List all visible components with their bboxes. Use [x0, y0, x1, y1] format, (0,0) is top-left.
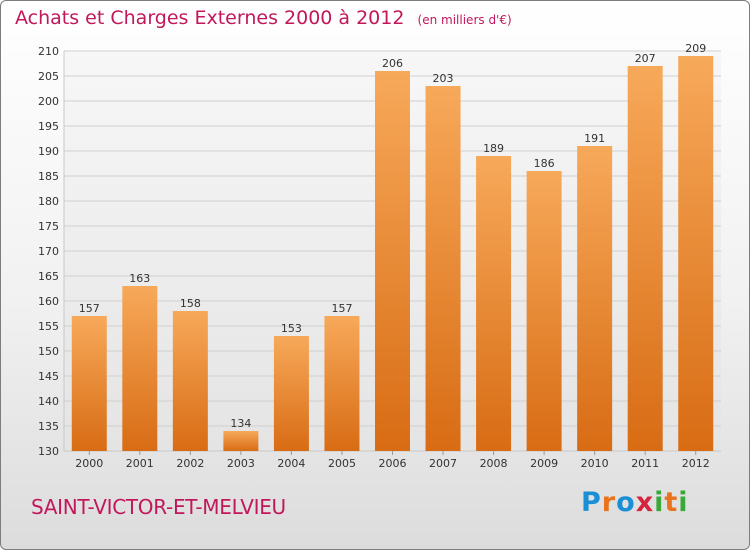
y-tick-label: 175 — [38, 220, 59, 233]
y-tick-label: 155 — [38, 320, 59, 333]
bar-2001 — [122, 286, 158, 451]
y-tick-label: 190 — [38, 145, 59, 158]
brand-letter: o — [616, 487, 636, 518]
bar-layer — [71, 56, 714, 451]
y-tick-label: 135 — [38, 420, 59, 433]
data-label-2008: 189 — [483, 142, 504, 155]
x-tick-label-2008: 2008 — [480, 457, 508, 470]
bar-2008 — [476, 156, 512, 451]
location-name: SAINT-VICTOR-ET-MELVIEU — [31, 495, 286, 519]
y-tick-label: 170 — [38, 245, 59, 258]
brand-letter: P — [581, 487, 602, 518]
y-tick-label: 130 — [38, 445, 59, 458]
bar-2002 — [172, 311, 208, 451]
x-tick-label-2004: 2004 — [277, 457, 305, 470]
y-tick-label: 145 — [38, 370, 59, 383]
x-tick-label-2006: 2006 — [379, 457, 407, 470]
x-tick-label-2009: 2009 — [530, 457, 558, 470]
brand-letter: i — [678, 487, 689, 518]
y-tick-label: 180 — [38, 195, 59, 208]
data-label-2010: 191 — [584, 132, 605, 145]
data-label-2003: 134 — [230, 417, 251, 430]
x-tick-label-2012: 2012 — [682, 457, 710, 470]
data-label-2006: 206 — [382, 57, 403, 70]
brand-letter: r — [601, 487, 617, 518]
y-tick-label: 185 — [38, 170, 59, 183]
x-tick-label-2011: 2011 — [631, 457, 659, 470]
bar-2003 — [223, 431, 259, 451]
x-tick-label-2010: 2010 — [581, 457, 609, 470]
brand-letter: i — [654, 487, 665, 518]
x-tick-label-2000: 2000 — [75, 457, 103, 470]
data-label-2002: 158 — [180, 297, 201, 310]
bar-2007 — [425, 86, 461, 451]
bar-2009 — [526, 171, 562, 451]
brand-logo[interactable]: Proxiti — [581, 487, 689, 518]
data-label-2001: 163 — [129, 272, 150, 285]
x-tick-label-2001: 2001 — [126, 457, 154, 470]
data-label-2007: 203 — [433, 72, 454, 85]
brand-letter: t — [664, 487, 679, 518]
bar-2011 — [627, 66, 663, 451]
data-label-2009: 186 — [534, 157, 555, 170]
bar-2000 — [71, 316, 107, 451]
data-label-2000: 157 — [79, 302, 100, 315]
x-tick-label-2007: 2007 — [429, 457, 457, 470]
y-tick-label: 210 — [38, 45, 59, 58]
y-tick-label: 160 — [38, 295, 59, 308]
chart-unit: (en milliers d'€) — [417, 13, 512, 27]
y-tick-label: 150 — [38, 345, 59, 358]
y-tick-label: 140 — [38, 395, 59, 408]
axis-layer: 130 135 140 145 150 155 160 165 170 175 180 185 190 1… — [38, 45, 721, 470]
x-tick-label-2003: 2003 — [227, 457, 255, 470]
bar-2005 — [324, 316, 360, 451]
x-tick-label-2005: 2005 — [328, 457, 356, 470]
chart-title: Achats et Charges Externes 2000 à 2012 — [15, 7, 405, 29]
y-tick-label: 205 — [38, 70, 59, 83]
bar-2006 — [375, 71, 410, 451]
data-label-2004: 153 — [281, 322, 302, 335]
title-row: Achats et Charges Externes 2000 à 2012 (… — [15, 7, 512, 29]
x-tick-label-2002: 2002 — [176, 457, 204, 470]
y-tick-label: 195 — [38, 120, 59, 133]
bar-2012 — [678, 56, 714, 451]
bar-2004 — [273, 336, 309, 451]
data-label-2012: 209 — [685, 42, 706, 55]
data-label-2011: 207 — [635, 52, 656, 65]
label-layer: 157 163 158 134 153 157 206 203 189 186 191 207 209 — [79, 42, 706, 430]
bar-2010 — [577, 146, 613, 451]
data-label-2005: 157 — [331, 302, 352, 315]
y-tick-label: 200 — [38, 95, 59, 108]
y-tick-label: 165 — [38, 270, 59, 283]
brand-letter: x — [635, 487, 655, 518]
